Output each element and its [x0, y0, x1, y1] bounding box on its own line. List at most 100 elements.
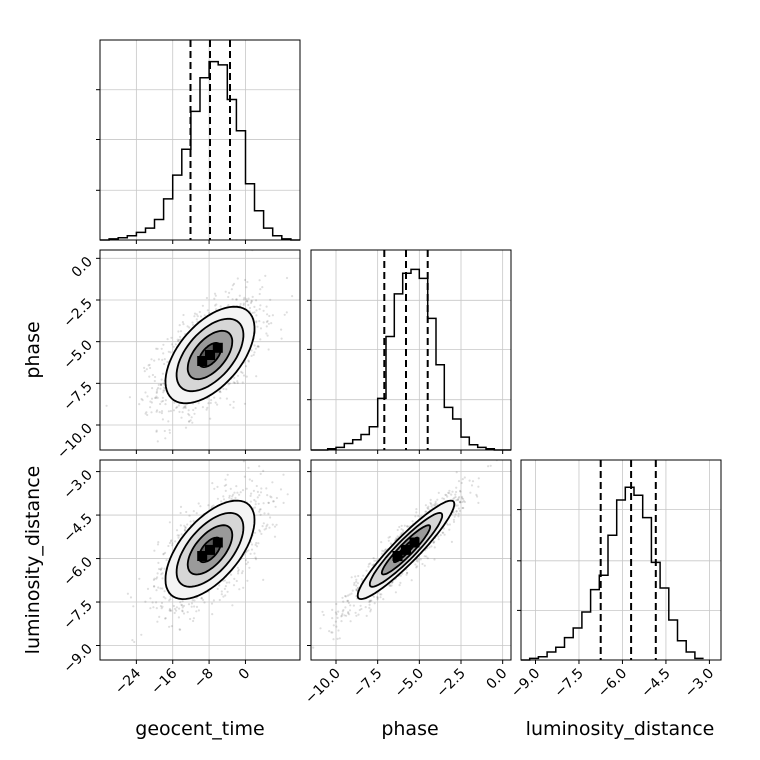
- scatter-point: [203, 314, 206, 317]
- scatter-point: [213, 487, 216, 490]
- scatter-point: [159, 568, 162, 571]
- scatter-point: [236, 491, 239, 494]
- scatter-point: [179, 524, 182, 527]
- scatter-point: [285, 311, 288, 314]
- scatter-point: [179, 505, 183, 508]
- scatter-point: [457, 515, 460, 518]
- scatter-point: [337, 610, 340, 613]
- scatter-point: [144, 412, 147, 415]
- scatter-point: [285, 276, 289, 280]
- scatter-point: [403, 524, 406, 527]
- scatter-point: [222, 498, 226, 501]
- scatter-point: [395, 537, 398, 540]
- scatter-point: [437, 538, 440, 541]
- scatter-point: [133, 640, 136, 644]
- scatter-point: [251, 311, 254, 314]
- scatter-point: [156, 576, 159, 579]
- scatter-point: [201, 304, 204, 307]
- scatter-point: [245, 550, 248, 553]
- scatter-point: [185, 510, 188, 514]
- scatter-point: [458, 495, 461, 499]
- scatter-point: [342, 600, 345, 603]
- scatter-point: [259, 288, 262, 291]
- scatter-point: [347, 601, 350, 605]
- scatter-point: [428, 546, 431, 549]
- scatter-point: [180, 533, 183, 536]
- scatter-point: [441, 531, 444, 534]
- scatter-point: [256, 490, 259, 493]
- scatter-point: [405, 573, 408, 576]
- scatter-point: [156, 543, 160, 546]
- scatter-point: [158, 411, 161, 414]
- scatter-point: [259, 327, 263, 330]
- scatter-point: [156, 440, 159, 443]
- scatter-point: [261, 525, 264, 528]
- scatter-point: [177, 339, 180, 343]
- scatter-point: [190, 416, 193, 419]
- scatter-point: [162, 389, 165, 392]
- scatter-point: [356, 582, 359, 585]
- scatter-point: [470, 484, 474, 487]
- scatter-point: [214, 401, 217, 404]
- scatter-point: [360, 607, 363, 611]
- scatter-point: [253, 305, 256, 308]
- scatter-point: [210, 399, 213, 402]
- scatter-point: [249, 500, 252, 503]
- scatter-point: [458, 500, 461, 503]
- scatter-point: [193, 412, 196, 415]
- scatter-point: [233, 381, 236, 385]
- scatter-point: [192, 510, 195, 513]
- scatter-point: [212, 504, 215, 507]
- scatter-point: [247, 549, 250, 552]
- scatter-point: [188, 326, 191, 329]
- scatter-point: [207, 402, 210, 405]
- scatter-point: [143, 370, 146, 373]
- scatter-point: [182, 604, 186, 608]
- scatter-point: [146, 395, 149, 398]
- scatter-point: [426, 557, 429, 560]
- scatter-point: [432, 541, 435, 544]
- scatter-point: [177, 404, 180, 407]
- scatter-point: [256, 496, 259, 499]
- scatter-point: [236, 381, 239, 385]
- scatter-point: [189, 617, 192, 621]
- scatter-point: [236, 380, 239, 383]
- scatter-point: [181, 609, 184, 612]
- scatter-point: [261, 286, 264, 289]
- scatter-point: [457, 480, 461, 483]
- scatter-point: [178, 628, 181, 631]
- scatter-point: [238, 493, 241, 496]
- scatter-point: [255, 484, 258, 488]
- scatter-point: [161, 587, 164, 590]
- scatter-point: [442, 531, 445, 534]
- scatter-point: [172, 409, 176, 412]
- scatter-point: [396, 528, 399, 532]
- scatter-point: [380, 552, 384, 555]
- scatter-point: [331, 617, 334, 620]
- scatter-point: [183, 524, 186, 527]
- scatter-point: [203, 601, 206, 604]
- scatter-point: [140, 397, 143, 401]
- scatter-point: [175, 406, 178, 409]
- scatter-point: [250, 349, 253, 352]
- scatter-point: [126, 592, 129, 595]
- scatter-point: [423, 564, 426, 567]
- scatter-point: [246, 561, 250, 564]
- scatter-point: [170, 343, 173, 346]
- scatter-point: [187, 412, 190, 416]
- scatter-point: [258, 292, 261, 296]
- scatter-point: [172, 345, 175, 348]
- scatter-point: [192, 617, 195, 620]
- scatter-point: [259, 338, 262, 341]
- scatter-point: [179, 335, 182, 338]
- scatter-point: [145, 411, 148, 414]
- scatter-point: [169, 540, 173, 543]
- scatter-point: [368, 606, 371, 610]
- scatter-point: [381, 549, 384, 552]
- scatter-point: [388, 535, 392, 538]
- scatter-point: [271, 481, 274, 484]
- scatter-point: [161, 396, 164, 399]
- scatter-point: [245, 562, 248, 566]
- scatter-point: [206, 309, 209, 312]
- scatter-point: [248, 566, 251, 569]
